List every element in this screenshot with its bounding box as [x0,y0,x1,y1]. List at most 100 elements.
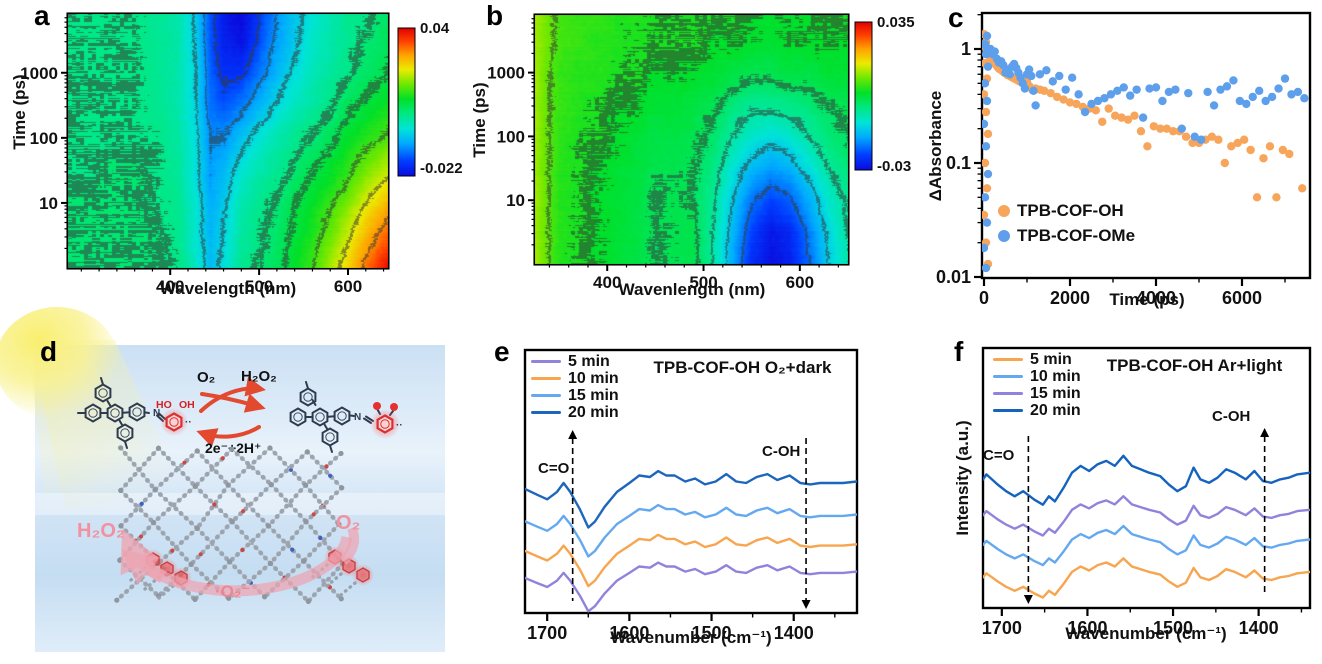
o2-reactant-label: O₂ [197,369,215,386]
legend-dot-icon [998,204,1010,217]
scatter-point [1078,102,1088,112]
annotation-f-coh: C-OH [1212,408,1251,425]
scatter-point [1003,70,1012,80]
scatter-point [1015,77,1024,86]
tick-label: 1000 [487,64,525,83]
scatter-point [1177,124,1187,133]
axis-label-e-x: Wavenumber (cm⁻¹) [610,628,772,647]
scatter-point [1227,142,1236,151]
legend-item-label: 15 min [1030,384,1081,402]
scatter-point [1016,73,1025,82]
scatter-point [1005,70,1014,79]
heatmap-b-canvas [535,15,848,264]
legend-item-label: 10 min [568,369,619,387]
scatter-point [1017,78,1026,87]
diagram-background [35,345,445,652]
cof-lattice [114,445,374,605]
scatter-point [982,43,992,53]
scatter-point [1031,84,1040,93]
scatter-point [983,48,993,57]
scatter-point [982,158,990,168]
scatter-point [1216,85,1225,94]
quinone-o-atom-1 [373,402,381,410]
scatter-point [1048,77,1058,86]
quinone-glow [370,409,400,439]
spectrum-curve-15 min [983,495,1310,537]
scatter-point [1151,83,1161,92]
diagram-haze-band [35,493,445,515]
colorbar-a-max: 0.04 [420,20,450,37]
molecule-quinone: N ·· [289,381,403,453]
scatter-point [994,58,1004,67]
tick-label: 0.01 [936,267,971,287]
scatter-point [1169,127,1178,136]
oh-label: OH [179,399,195,411]
spectrum-curve-15 min [525,503,857,558]
scatter-point [982,119,989,129]
scatter-point [983,169,993,179]
scatter-point [1020,80,1030,89]
scatter-point [1293,87,1303,97]
scatter-point [1010,74,1019,83]
scatter-point [998,66,1007,76]
annotation-e-coh: C-OH [762,443,801,460]
scatter-point [1196,135,1206,144]
o2-uptake-arrow [339,526,360,565]
scatter-point [983,259,993,269]
scatter-point [1248,92,1257,102]
colorbar-b-min: -0.03 [877,158,912,175]
superoxide-label: ·O₂⁻ [215,582,250,601]
h2o2-product-label: H₂O₂ [241,368,277,385]
scatter-point [982,107,991,117]
scatter-point [982,263,991,273]
scatter-point [1274,84,1283,93]
scatter-point [1022,77,1032,86]
scatter-point [1300,94,1309,103]
scatter-point [1203,87,1212,97]
scatter-point [1285,149,1294,159]
scatter-point [1220,158,1230,168]
scatter-point [1201,135,1210,144]
scatter-point [1001,69,1011,78]
panel-letter-f: f [954,336,964,367]
annotation-f-co: C=O [983,447,1015,464]
scatter-point [1009,59,1019,69]
axis-label-f-y: Intensity (a.u.) [953,420,972,536]
spectrum-curve-20 min [525,469,857,529]
scatter-point [993,62,1002,71]
redox-cycle [196,376,266,448]
scatter-point [982,45,991,55]
scatter-point [1018,79,1027,88]
scatter-point [1130,111,1139,120]
scatter-point [982,59,990,68]
scatter-point [1156,124,1165,133]
scatter-point [1132,85,1141,94]
scatter-point [1022,70,1032,79]
panel-letter-c: c [948,2,964,33]
legend-item: 20 min [531,404,619,421]
scatter-point [983,47,993,56]
axis-label-c-x: Time (ps) [1109,290,1185,309]
electron-proton-label: 2e⁻+2H⁺ [205,440,261,456]
scatter-point [988,50,997,59]
scatter-point [982,79,990,88]
scatter-point [1029,86,1038,95]
panel-letter-d: d [40,336,58,367]
scatter-point [982,218,992,227]
scatter-point [1027,85,1037,94]
scatter-point [1067,73,1077,82]
scatter-point [1035,85,1045,94]
colorbar-a-min: -0.022 [420,160,463,177]
panel-letter-b: b [486,0,504,31]
legend-line-icon [531,393,561,398]
scatter-point [1261,96,1270,106]
tick-label: 0 [979,288,989,308]
scatter-point [1091,106,1101,115]
scatter-point [1190,132,1199,141]
scatter-point [1001,68,1010,77]
legend-item: 10 min [993,368,1081,385]
axis-label-c-y: ΔAbsorbance [926,90,945,202]
scatter-point [1259,154,1268,163]
scatter-point [1233,138,1242,148]
legend-item-label: 15 min [568,386,619,404]
